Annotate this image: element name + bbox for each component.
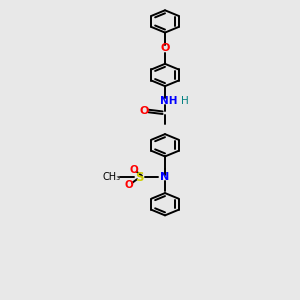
- Text: O: O: [140, 106, 149, 116]
- Text: CH₃: CH₃: [103, 172, 121, 182]
- Text: S: S: [135, 171, 144, 184]
- Text: O: O: [160, 43, 170, 53]
- Text: O: O: [125, 180, 134, 190]
- Text: N: N: [160, 172, 169, 182]
- Text: O: O: [130, 165, 139, 175]
- Text: NH: NH: [160, 96, 177, 106]
- Text: H: H: [181, 96, 188, 106]
